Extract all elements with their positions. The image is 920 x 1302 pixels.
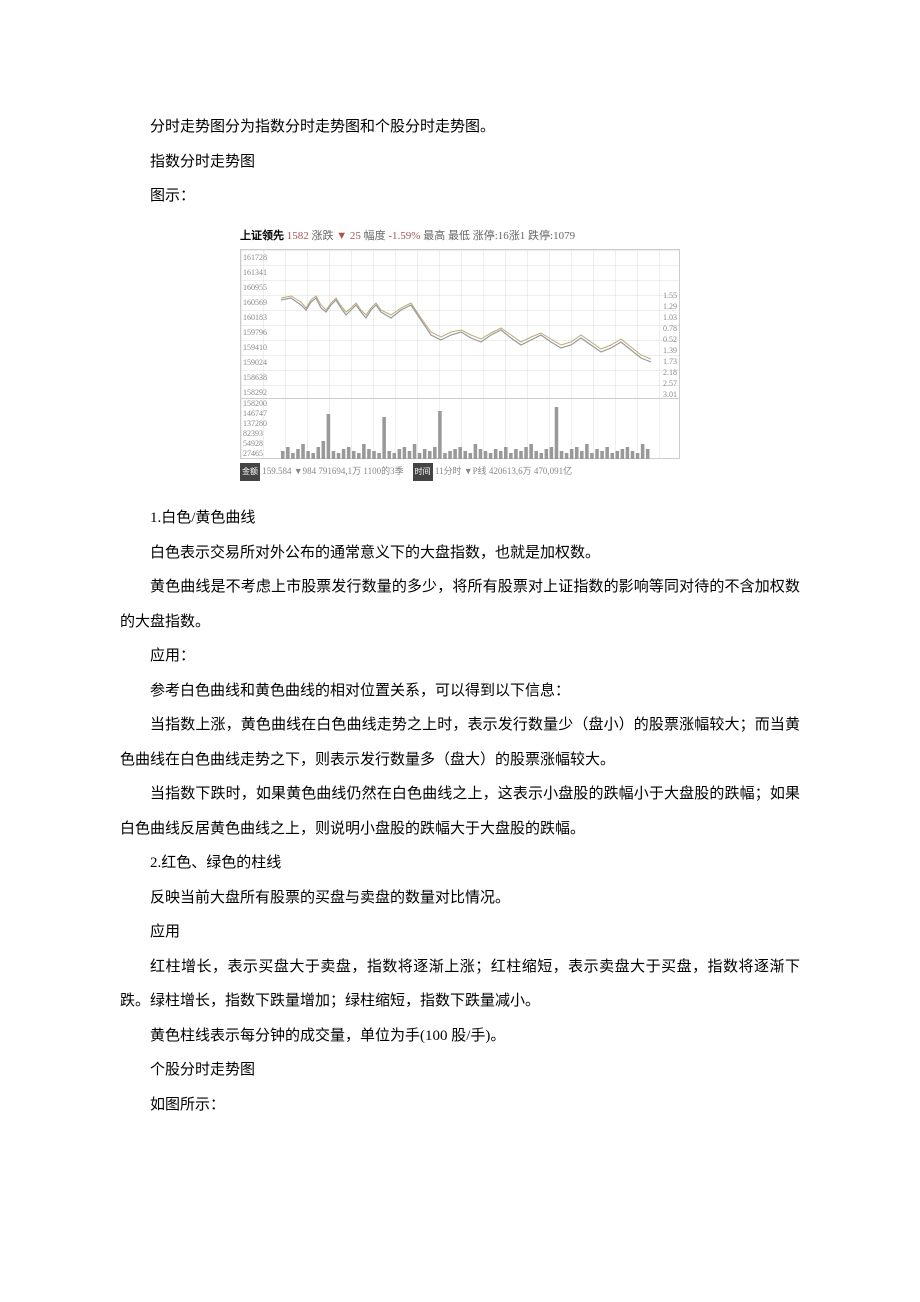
chart-value: 1582 [287,230,309,242]
yellow-line [281,296,651,359]
para-index-title: 指数分时走势图 [120,145,800,180]
chart-pct-val: -1.59% [388,230,420,242]
white-line [281,298,651,362]
index-chart: 上证领先 1582 涨跌 ▼ 25 幅度 -1.59% 最高 最低 涨停:16涨… [240,224,680,482]
chart-footer: 金额 159.584 ▼984 791694,1万 1100的3季 时间 11分… [240,461,680,482]
para-fall-case: 当指数下跌时，如果黄色曲线仍然在白色曲线之上，这表示小盘股的跌幅小于大盘股的跌幅… [120,777,800,846]
para-app2-label: 应用 [120,915,800,950]
chart-arrow-icon: ▼ [336,230,347,242]
para-app-intro: 参考白色曲线和黄色曲线的相对位置关系，可以得到以下信息： [120,674,800,709]
para-rise-case: 当指数上涨，黄色曲线在白色曲线走势之上时，表示发行数量少（盘小）的股票涨幅较大；… [120,708,800,777]
chart-yaxis-left: 1617281613411609551605691601831597961594… [243,250,267,400]
vol-yaxis: 158200146747137280823935492827465 [243,399,267,459]
para-section1-title: 1.白色/黄色曲线 [120,501,800,536]
para-intro: 分时走势图分为指数分时走势图和个股分时走势图。 [120,110,800,145]
para-yellow-bar: 黄色柱线表示每分钟的成交量，单位为手(100 股/手)。 [120,1019,800,1054]
para-figure-label: 图示： [120,179,800,214]
para-stock-title: 个股分时走势图 [120,1053,800,1088]
footer-left-box: 金额 [240,463,260,481]
chart-header: 上证领先 1582 涨跌 ▼ 25 幅度 -1.59% 最高 最低 涨停:16涨… [240,224,680,249]
chart-pct-label: 幅度 [364,230,386,242]
para-section2-title: 2.红色、绿色的柱线 [120,846,800,881]
chart-change-val: 25 [350,230,361,242]
para-white-desc: 白色表示交易所对外公布的通常意义下的大盘指数，也就是加权数。 [120,536,800,571]
chart-body: 1617281613411609551605691601831597961594… [240,249,680,399]
chart-yaxis-right: 1.551.291.030.780.521.391.732.182.573.01 [663,290,677,400]
chart-extra: 最高 最低 [423,230,470,242]
volume-bars-svg [281,399,651,459]
para-redgreen-app: 红柱增长，表示买盘大于卖盘，指数将逐渐上涨；红柱缩短，表示卖盘大于买盘，指数将逐… [120,950,800,1019]
footer-right-box: 时间 [413,463,433,481]
para-redgreen-desc: 反映当前大盘所有股票的买盘与卖盘的数量对比情况。 [120,881,800,916]
footer-left-text: 159.584 ▼984 791694,1万 1100的3季 [262,466,403,476]
chart-extra2: 涨停:16涨1 跌停:1079 [473,230,575,242]
volume-chart: 158200146747137280823935492827465 [240,399,680,459]
footer-right-text: 11分时 ▼P线 420613,6万 470,091亿 [435,466,572,476]
chart-title: 上证领先 [240,230,284,242]
para-yellow-desc: 黄色曲线是不考虑上市股票发行数量的多少，将所有股票对上证指数的影响等同对待的不含… [120,570,800,639]
para-app-label: 应用： [120,639,800,674]
para-figure2-label: 如图所示： [120,1088,800,1123]
chart-lines-svg [281,250,651,400]
chart-change-label: 涨跌 [312,230,334,242]
